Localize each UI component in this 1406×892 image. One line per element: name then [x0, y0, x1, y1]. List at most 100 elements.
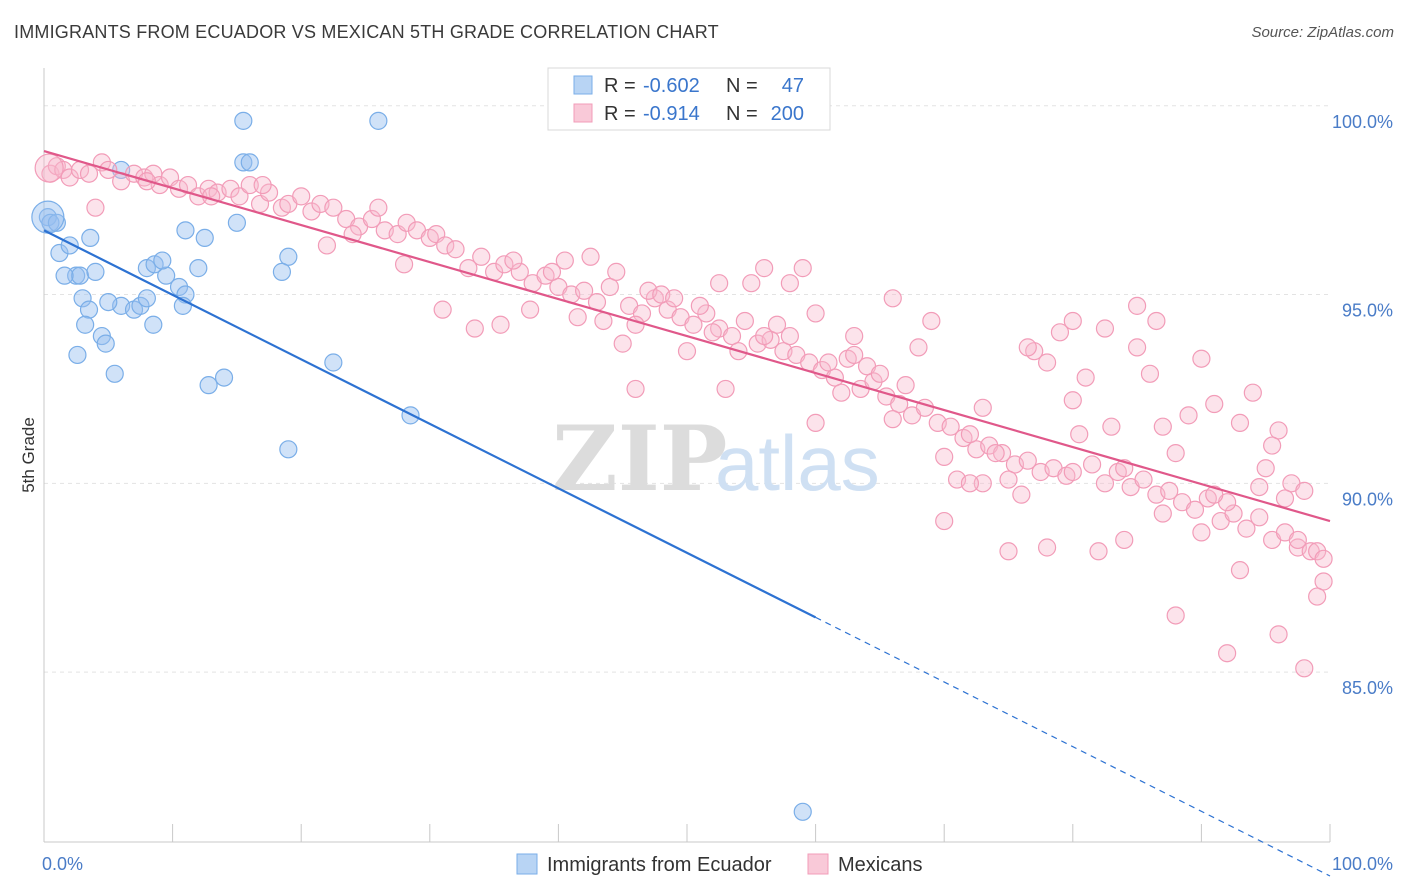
data-point — [1237, 519, 1256, 538]
data-point — [199, 376, 218, 395]
stats-n-value-ecuador: 47 — [782, 75, 804, 97]
data-point — [697, 304, 716, 323]
stats-swatch-mexicans — [573, 103, 593, 123]
data-point — [999, 542, 1018, 561]
data-point — [433, 300, 452, 319]
data-point — [362, 209, 382, 229]
data-point — [1134, 470, 1153, 489]
stats-r-label-ecuador: R = — [604, 75, 636, 97]
data-point — [195, 228, 214, 248]
data-point — [324, 353, 343, 372]
data-point — [832, 383, 851, 402]
data-point — [465, 319, 484, 338]
data-point — [279, 440, 298, 459]
data-point — [1314, 572, 1333, 591]
data-point — [292, 187, 311, 206]
data-point — [555, 251, 574, 270]
data-point — [742, 274, 761, 293]
data-point — [1205, 394, 1224, 414]
data-point — [845, 345, 864, 365]
data-point — [510, 262, 529, 281]
data-point — [240, 175, 259, 195]
trend-line-ecuador-extension — [815, 616, 1331, 877]
watermark-zip: ZIP — [552, 406, 727, 512]
data-point — [581, 247, 600, 266]
data-point — [716, 379, 735, 399]
stats-swatch-ecuador — [573, 75, 593, 95]
data-point — [1153, 417, 1172, 436]
data-point — [755, 259, 774, 278]
data-point — [31, 200, 65, 234]
data-point — [780, 274, 799, 293]
data-point — [755, 326, 774, 346]
x-ticks — [43, 824, 1331, 842]
data-point — [594, 311, 613, 331]
data-point — [665, 289, 684, 308]
data-point — [230, 187, 249, 206]
data-point — [253, 175, 272, 195]
data-point — [986, 444, 1005, 463]
data-point — [1140, 364, 1160, 383]
data-point — [131, 296, 150, 315]
data-point — [169, 277, 189, 297]
data-point — [491, 315, 510, 334]
data-point — [793, 259, 812, 278]
data-point — [76, 315, 95, 334]
data-point — [227, 213, 246, 232]
legend-swatch-ecuador — [516, 853, 538, 875]
data-point — [941, 417, 960, 436]
data-point — [890, 394, 909, 414]
y-axis-title: 5th Grade — [19, 417, 38, 493]
data-point — [41, 213, 60, 232]
data-point — [600, 277, 619, 297]
stats-n-label-mexicans: N = — [726, 103, 758, 125]
data-point — [79, 300, 99, 319]
data-point — [1095, 474, 1115, 493]
data-point — [1037, 353, 1057, 372]
data-point — [55, 266, 74, 285]
data-point — [1192, 523, 1211, 542]
stats-legend: R = -0.602 N = 47 R = -0.914 N = 200 — [547, 67, 831, 131]
data-point — [1153, 504, 1172, 523]
data-point — [436, 236, 455, 255]
data-point — [60, 168, 79, 187]
data-point — [1082, 455, 1102, 474]
data-point — [1288, 530, 1307, 550]
stats-n-label-ecuador: N = — [726, 75, 758, 97]
data-point — [214, 368, 234, 387]
data-point — [1147, 311, 1166, 331]
data-point — [735, 311, 754, 331]
data-point — [883, 410, 902, 429]
watermark: ZIP atlas — [552, 406, 880, 512]
y-tick-label: 100.0% — [1332, 112, 1393, 132]
data-point — [690, 296, 709, 315]
data-point — [1308, 587, 1327, 606]
data-point — [34, 153, 64, 183]
data-point — [575, 281, 594, 300]
stats-r-value-ecuador: -0.602 — [643, 75, 700, 97]
legend-swatch-mexicans — [807, 853, 829, 875]
data-point — [1018, 338, 1037, 357]
trend-line-mexicans — [43, 150, 1331, 523]
legend-label-ecuador: Immigrants from Ecuador — [547, 854, 772, 876]
watermark-atlas: atlas — [715, 419, 880, 507]
data-point — [767, 315, 787, 334]
data-point — [144, 315, 163, 334]
data-point — [1127, 338, 1147, 357]
trend-lines — [43, 150, 1331, 877]
stats-n-value-mexicans: 200 — [771, 103, 804, 125]
data-point — [710, 274, 729, 293]
data-point — [521, 300, 540, 319]
data-point — [1012, 485, 1031, 504]
y-tick-label: 85.0% — [1342, 678, 1393, 698]
data-point — [234, 111, 253, 130]
data-point — [1063, 462, 1082, 482]
data-point — [472, 247, 491, 266]
data-point — [1063, 311, 1082, 331]
y-tick-labels: 85.0% 90.0% 95.0% 100.0% — [1332, 112, 1393, 698]
x-tick-label-max: 100.0% — [1332, 854, 1393, 874]
data-point — [1070, 425, 1089, 444]
data-point — [1095, 319, 1115, 338]
data-point — [922, 311, 941, 331]
